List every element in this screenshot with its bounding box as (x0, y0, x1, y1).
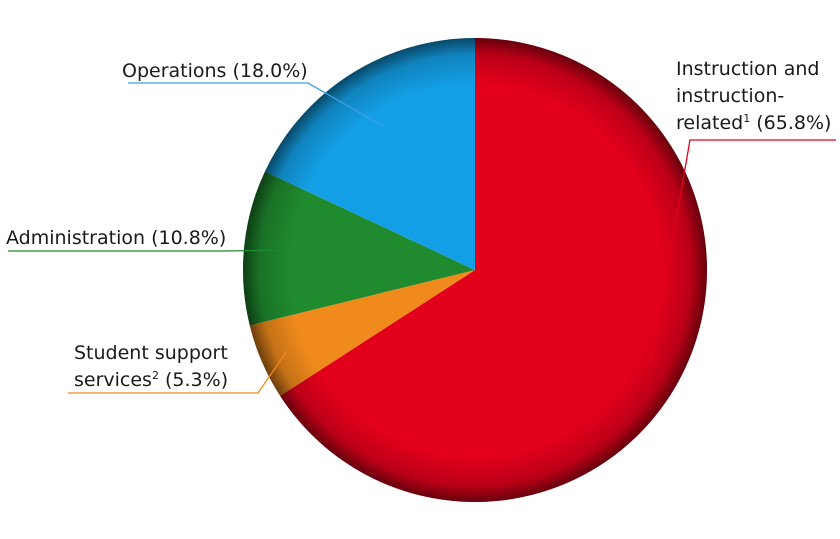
label-student-value: (5.3%) (165, 369, 229, 391)
label-operations-text: Operations (122, 60, 227, 82)
label-instruction-line2: instruction- (676, 85, 785, 107)
label-operations: Operations (18.0%) (122, 58, 308, 85)
leader-line-operations (128, 82, 385, 128)
label-student-line2: services (74, 369, 152, 391)
label-instruction-value: (65.8%) (756, 112, 832, 134)
leader-line-student (68, 350, 288, 394)
label-administration: Administration (10.8%) (6, 225, 226, 252)
footnote-1: 1 (743, 112, 751, 125)
footnote-2: 2 (151, 369, 159, 382)
leader-line-admin (8, 249, 277, 252)
label-administration-text: Administration (6, 227, 146, 249)
label-instruction: Instruction and instruction- related1 (6… (676, 56, 831, 137)
label-student-support: Student support services2 (5.3%) (74, 340, 228, 394)
leader-line-instruction (650, 139, 836, 366)
label-student-line1: Student support (74, 342, 228, 364)
label-instruction-line1: Instruction and (676, 58, 820, 80)
label-administration-value: (10.8%) (151, 227, 227, 249)
pie-edge-shading (243, 38, 707, 502)
leader-lines (8, 82, 836, 394)
label-instruction-line3: related (676, 112, 744, 134)
label-operations-value: (18.0%) (232, 60, 308, 82)
